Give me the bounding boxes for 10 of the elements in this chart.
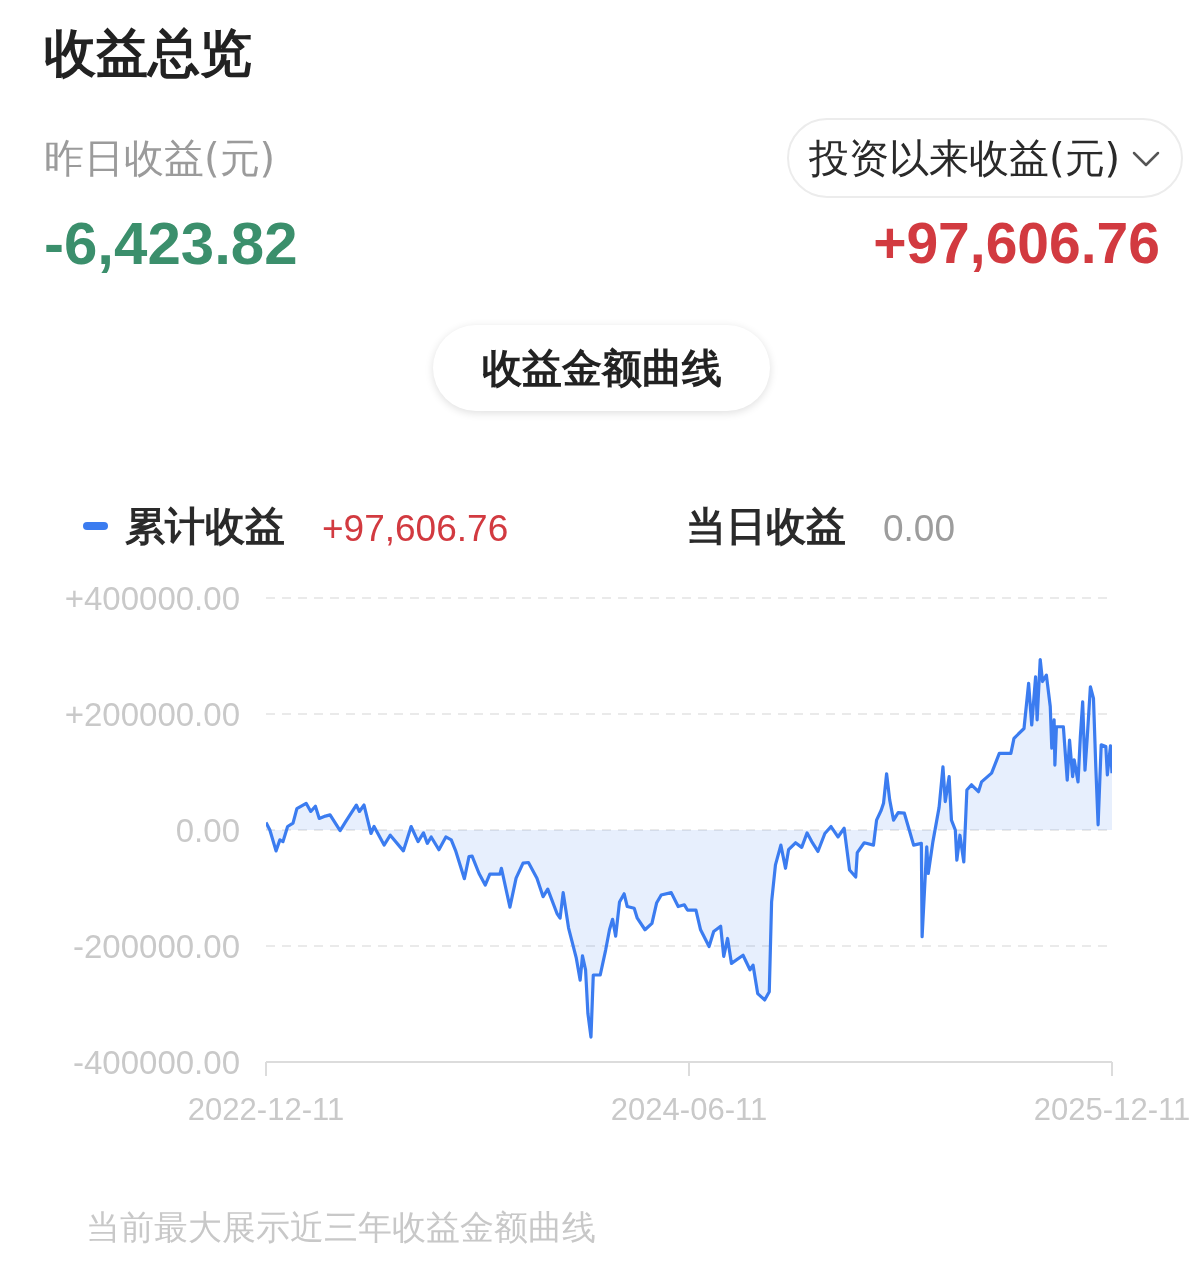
text: +97,606.76 [322,508,509,549]
text: 当日收益 [686,503,846,549]
chart-title: 收益总览 [44,23,252,83]
dropdown: 投资以来收益(元) [787,118,1183,198]
text: +97,606.76 [873,211,1160,275]
text: 0.00 [883,508,956,549]
legend-label: 累计收益 [125,503,285,549]
pill-button: 收益金额曲线 [433,325,770,411]
text: 昨日收益(元) [44,135,276,181]
text: -6,423.82 [44,210,298,277]
